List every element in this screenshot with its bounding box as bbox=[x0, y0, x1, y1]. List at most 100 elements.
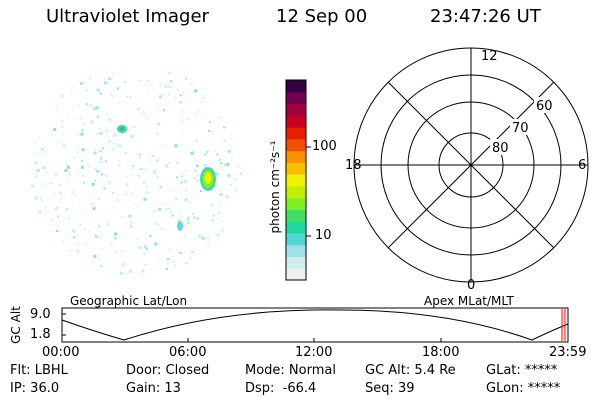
noise-speck bbox=[136, 153, 139, 156]
noise-speck bbox=[63, 199, 65, 201]
noise-speck bbox=[145, 187, 146, 189]
noise-speck bbox=[69, 250, 71, 252]
noise-speck bbox=[55, 205, 59, 209]
noise-speck bbox=[140, 171, 142, 173]
noise-speck bbox=[133, 126, 136, 128]
noise-speck bbox=[116, 144, 119, 147]
noise-speck bbox=[110, 147, 112, 149]
noise-speck bbox=[128, 140, 130, 142]
noise-speck bbox=[124, 273, 126, 275]
colorbar bbox=[286, 80, 306, 281]
mlt-label-6: 6 bbox=[578, 158, 586, 173]
noise-speck bbox=[71, 190, 75, 194]
noise-speck bbox=[211, 203, 213, 205]
noise-speck bbox=[79, 105, 81, 106]
noise-speck bbox=[208, 129, 211, 132]
colorbar-segment bbox=[286, 256, 306, 269]
noise-speck bbox=[173, 260, 175, 263]
timeline-ytick-top: 9.0 bbox=[30, 307, 51, 322]
noise-speck bbox=[81, 129, 84, 132]
noise-speck bbox=[157, 204, 159, 206]
noise-speck bbox=[34, 161, 38, 165]
noise-speck bbox=[138, 246, 141, 249]
noise-speck bbox=[183, 234, 186, 237]
noise-speck bbox=[193, 194, 195, 196]
noise-speck bbox=[139, 241, 141, 243]
noise-speck bbox=[92, 207, 96, 211]
timeline-frame bbox=[61, 307, 569, 343]
noise-speck bbox=[81, 148, 85, 152]
noise-speck bbox=[73, 117, 75, 119]
noise-speck bbox=[139, 255, 141, 257]
noise-speck bbox=[63, 135, 65, 136]
altitude-curve bbox=[61, 309, 569, 341]
noise-speck bbox=[205, 150, 208, 153]
noise-speck bbox=[136, 262, 138, 264]
noise-speck bbox=[211, 219, 214, 222]
noise-speck bbox=[188, 256, 192, 260]
noise-speck bbox=[145, 247, 148, 250]
noise-speck bbox=[139, 167, 142, 170]
mlt-label-0: 0 bbox=[467, 278, 475, 293]
noise-speck bbox=[139, 248, 142, 250]
noise-speck bbox=[187, 174, 189, 176]
noise-speck bbox=[229, 145, 231, 147]
colorbar-segment bbox=[286, 268, 306, 281]
noise-speck bbox=[69, 86, 71, 88]
noise-speck bbox=[104, 174, 108, 178]
noise-speck bbox=[116, 199, 119, 201]
noise-speck bbox=[202, 104, 204, 105]
noise-speck bbox=[39, 183, 42, 186]
noise-speck bbox=[143, 178, 145, 181]
noise-speck bbox=[41, 147, 44, 151]
noise-speck bbox=[190, 82, 193, 85]
noise-speck bbox=[169, 201, 170, 203]
status-gc-alt: GC Alt: 5.4 Re bbox=[365, 363, 456, 378]
noise-speck bbox=[227, 174, 231, 178]
noise-speck bbox=[108, 77, 112, 81]
noise-speck bbox=[156, 109, 158, 111]
noise-speck bbox=[56, 143, 58, 145]
noise-speck bbox=[97, 198, 100, 201]
noise-speck bbox=[109, 93, 112, 96]
noise-speck bbox=[101, 147, 104, 150]
noise-speck bbox=[44, 151, 47, 154]
noise-speck bbox=[217, 234, 220, 237]
noise-speck bbox=[210, 160, 212, 162]
noise-speck bbox=[114, 250, 117, 253]
noise-speck bbox=[113, 85, 115, 87]
noise-speck bbox=[43, 213, 45, 215]
noise-speck bbox=[230, 138, 232, 140]
noise-speck bbox=[76, 242, 79, 245]
noise-speck bbox=[220, 162, 223, 165]
noise-speck bbox=[45, 183, 47, 185]
noise-speck bbox=[209, 121, 211, 123]
mlat-label-boxes bbox=[490, 97, 554, 155]
aurora-patches bbox=[117, 125, 216, 231]
noise-speck bbox=[118, 145, 121, 148]
noise-speck bbox=[110, 170, 112, 172]
noise-speck bbox=[192, 150, 195, 153]
noise-speck bbox=[114, 232, 118, 236]
noise-speck bbox=[178, 219, 181, 222]
noise-speck bbox=[40, 147, 42, 149]
noise-speck bbox=[94, 234, 98, 238]
noise-speck bbox=[138, 113, 140, 115]
noise-speck bbox=[85, 102, 89, 106]
noise-speck bbox=[94, 167, 97, 170]
noise-speck bbox=[87, 163, 91, 167]
noise-speck bbox=[90, 203, 93, 205]
noise-speck bbox=[96, 88, 100, 92]
noise-speck bbox=[212, 214, 215, 217]
noise-speck bbox=[227, 149, 231, 153]
noise-speck bbox=[149, 234, 152, 237]
noise-speck bbox=[207, 240, 209, 242]
noise-speck bbox=[186, 117, 189, 120]
noise-speck bbox=[206, 161, 208, 163]
noise-speck bbox=[138, 157, 141, 160]
noise-speck bbox=[113, 133, 117, 137]
noise-speck bbox=[142, 169, 144, 170]
noise-speck bbox=[58, 183, 61, 186]
noise-speck bbox=[121, 264, 125, 268]
noise-speck bbox=[41, 200, 44, 203]
